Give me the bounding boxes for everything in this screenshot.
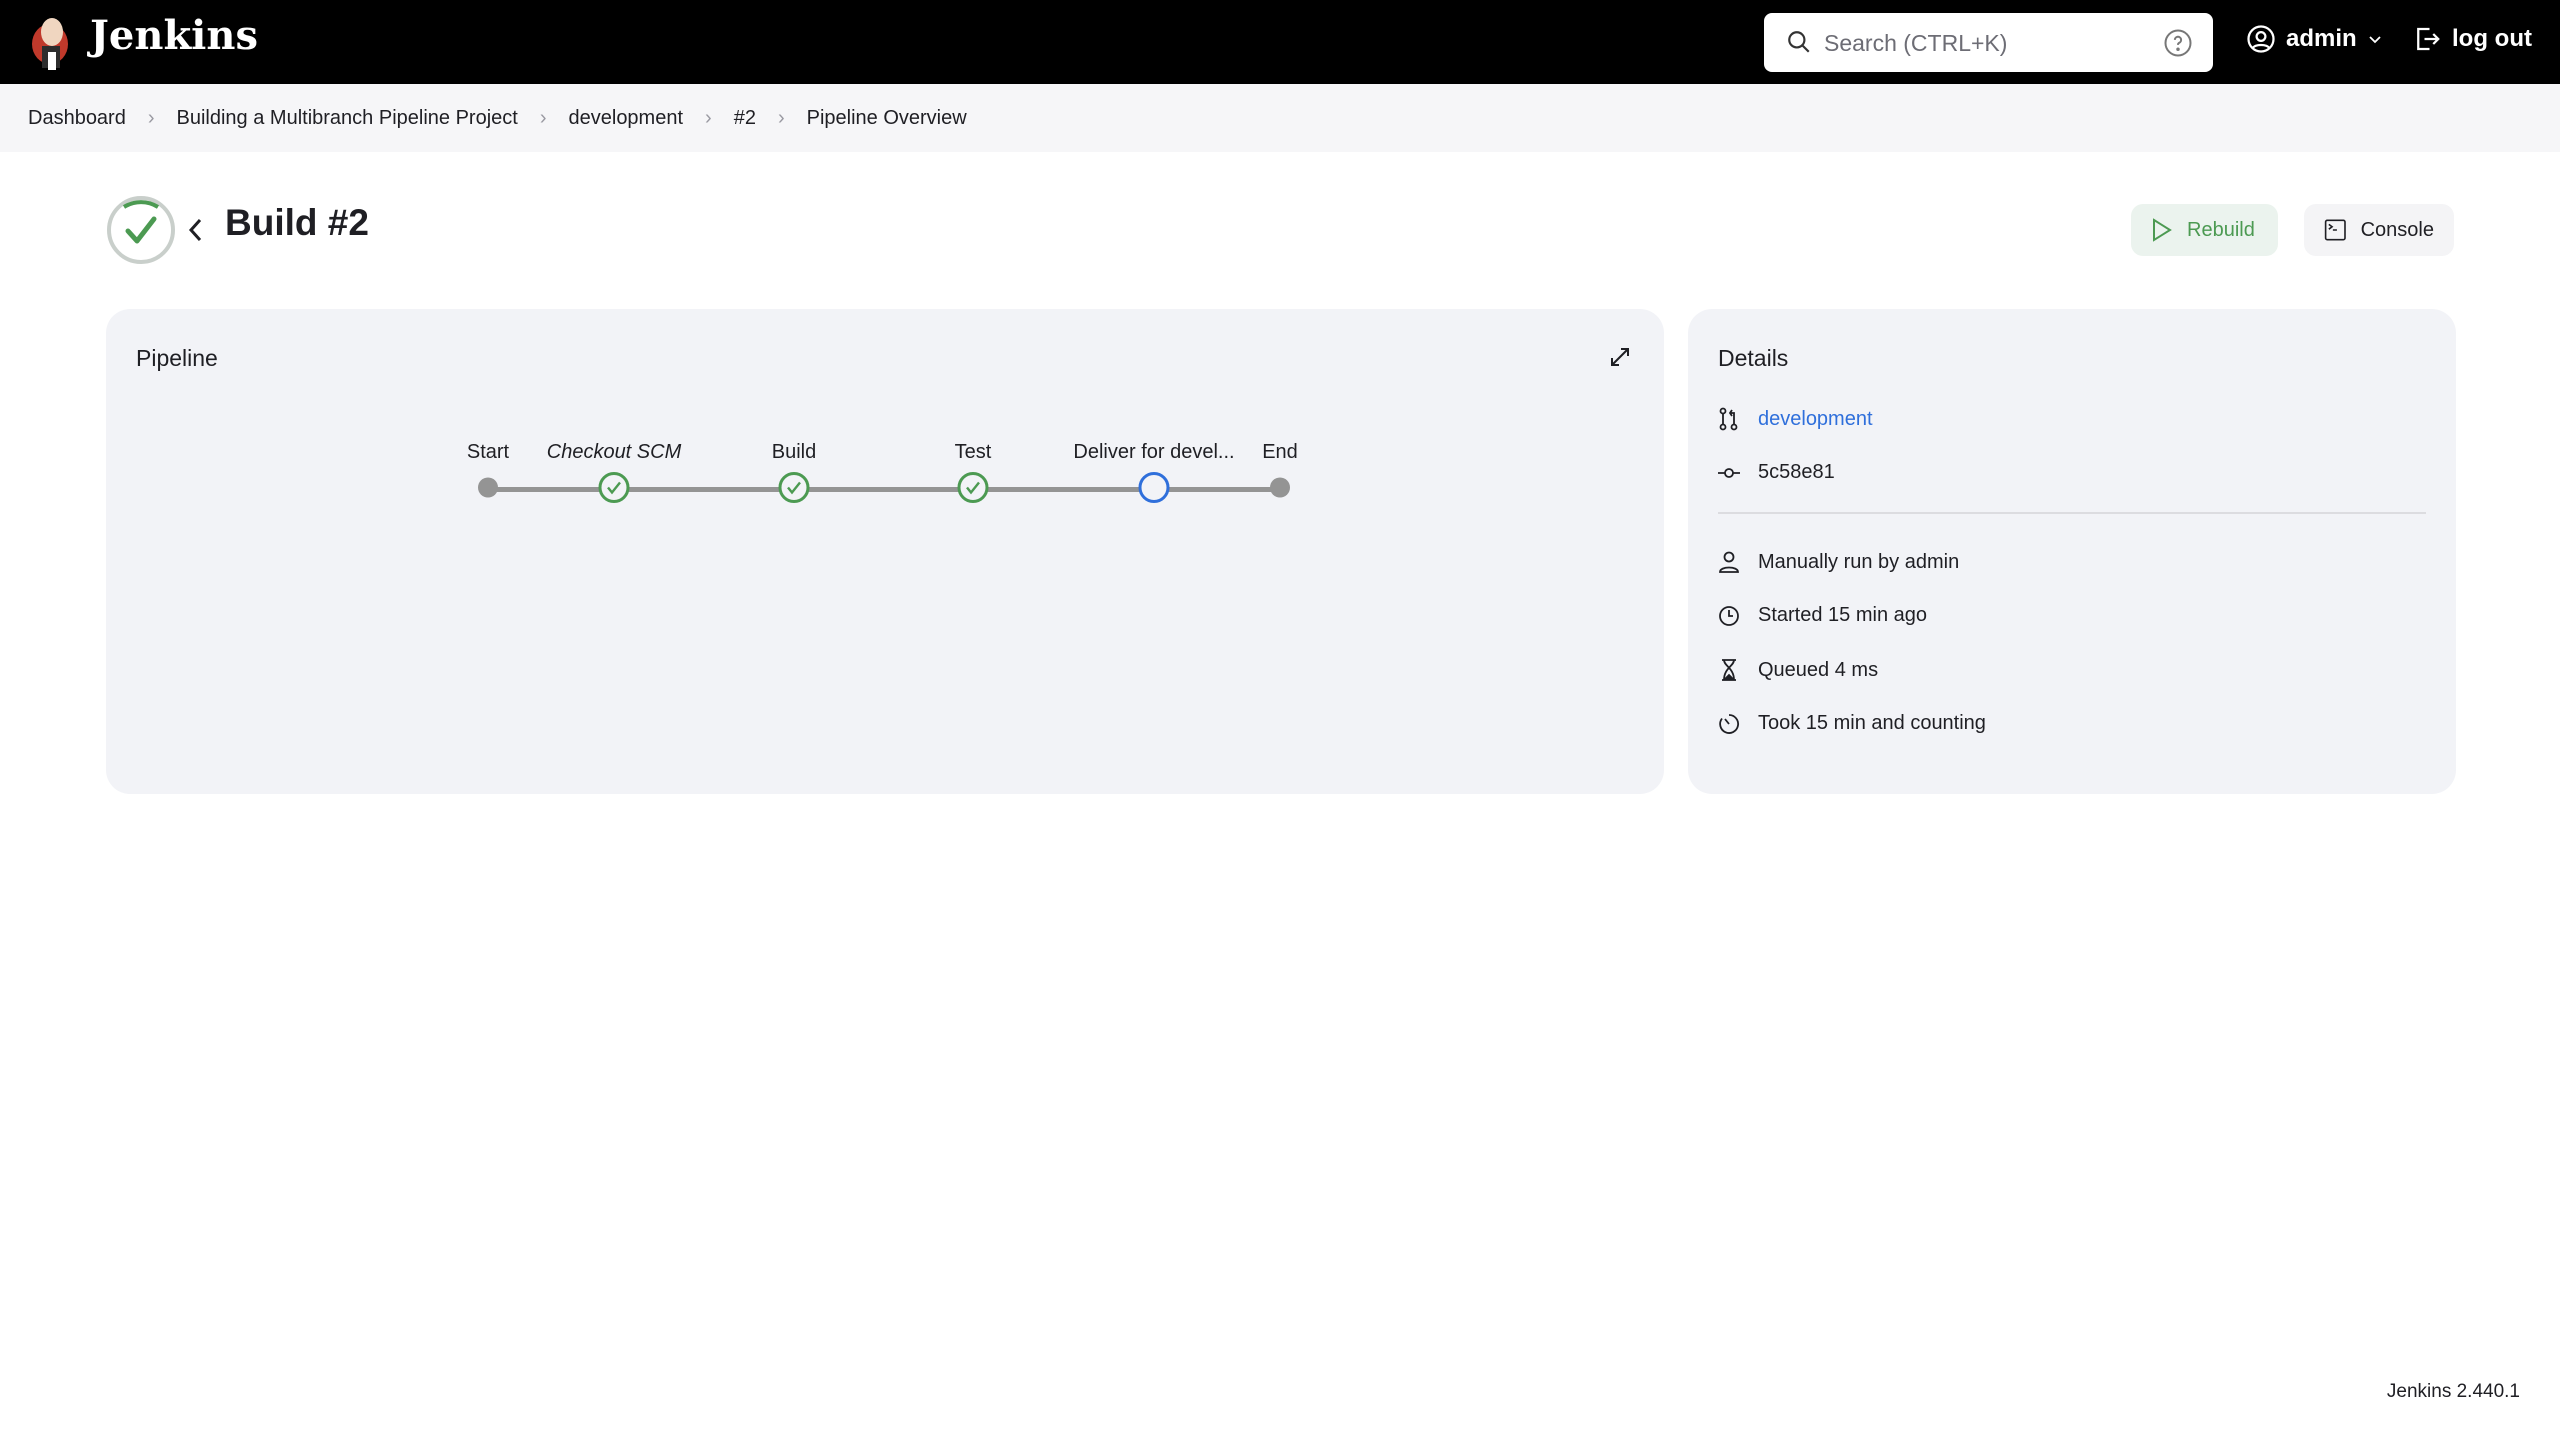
back-chevron-icon[interactable] (186, 215, 206, 245)
breadcrumb-dashboard[interactable]: Dashboard (28, 106, 126, 129)
pipeline-card: Pipeline Start Checkout SCM Build Test Deliv… (106, 309, 1664, 794)
chevron-right-icon: › (539, 106, 547, 129)
breadcrumb-build[interactable]: #2 (733, 106, 756, 129)
stage-start-node[interactable] (477, 477, 499, 504)
commit-hash[interactable]: 5c58e81 (1758, 461, 1835, 483)
stage-end-node[interactable] (1269, 477, 1291, 504)
expand-icon[interactable] (1608, 345, 1632, 369)
queued-row: Queued 4 ms (1718, 658, 1878, 682)
chevron-right-icon: › (147, 106, 155, 129)
breadcrumb-branch[interactable]: development (568, 106, 684, 129)
stage-label[interactable]: Deliver for devel... (1073, 441, 1235, 463)
stage-label[interactable]: Checkout SCM (546, 441, 682, 463)
build-status-success-icon (107, 196, 175, 264)
breadcrumb-project[interactable]: Building a Multibranch Pipeline Project (176, 106, 518, 129)
hourglass-icon (1722, 659, 1736, 681)
started: Started 15 min ago (1758, 604, 1927, 626)
help-icon[interactable] (2163, 28, 2193, 58)
started-row: Started 15 min ago (1718, 604, 1927, 627)
queued: Queued 4 ms (1758, 658, 1879, 681)
logout-label: log out (2452, 25, 2532, 52)
rebuild-button[interactable]: Rebuild (2131, 204, 2278, 256)
divider (1718, 512, 2426, 514)
terminal-icon (2324, 219, 2346, 241)
clock-icon (1719, 605, 1739, 626)
commit-row: 5c58e81 (1718, 461, 1835, 484)
duration-row: Took 15 min and counting (1718, 712, 1986, 735)
console-button[interactable]: Console (2304, 204, 2454, 256)
chevron-down-icon (2369, 36, 2381, 44)
breadcrumb-current[interactable]: Pipeline Overview (806, 106, 967, 129)
stage-label[interactable]: Build (771, 441, 817, 463)
commit-icon (1718, 467, 1740, 478)
username: admin (2286, 25, 2357, 52)
page-title: Build #2 (225, 202, 369, 243)
stage-running-icon[interactable] (1137, 471, 1171, 510)
stage-success-icon[interactable] (957, 472, 989, 509)
pipeline-title: Pipeline (136, 345, 218, 371)
jenkins-logo[interactable] (28, 12, 76, 72)
branch-row: development (1718, 407, 1873, 431)
stage-label[interactable]: Start (466, 441, 510, 463)
details-title: Details (1718, 345, 1789, 371)
logout-link[interactable]: log out (2412, 24, 2532, 54)
user-icon (2247, 25, 2275, 53)
search-icon (1788, 31, 1810, 53)
chevron-right-icon: › (777, 106, 785, 129)
pipeline-track (488, 487, 1280, 492)
branch-link[interactable]: development (1758, 407, 1873, 430)
brand-name[interactable]: Jenkins (90, 12, 258, 59)
run-by-row: Manually run by admin (1718, 550, 1959, 574)
stage-success-icon[interactable] (598, 472, 630, 509)
logout-icon (2417, 27, 2440, 51)
user-icon (1719, 551, 1739, 573)
timer-icon (1719, 713, 1740, 734)
stage-label[interactable]: End (1262, 441, 1298, 463)
run-by: Manually run by admin (1758, 550, 1960, 573)
stage-label[interactable]: Test (954, 441, 992, 463)
branch-icon (1719, 407, 1738, 431)
user-menu[interactable]: admin (2246, 24, 2383, 54)
top-bar: Jenkins Search (CTRL+K) admin log out (0, 0, 2560, 84)
search-input[interactable]: Search (CTRL+K) (1764, 13, 2213, 72)
search-placeholder: Search (CTRL+K) (1824, 30, 2008, 56)
breadcrumb: Dashboard › Building a Multibranch Pipeli… (0, 84, 2560, 152)
duration: Took 15 min and counting (1758, 712, 1986, 734)
stage-success-icon[interactable] (778, 472, 810, 509)
version-link[interactable]: Jenkins 2.440.1 (2386, 1381, 2520, 1402)
chevron-right-icon: › (705, 106, 712, 129)
console-label: Console (2360, 218, 2434, 241)
play-icon (2153, 218, 2172, 242)
rebuild-label: Rebuild (2187, 218, 2255, 241)
details-card: Details development 5c58e81 Manually run… (1688, 309, 2456, 794)
